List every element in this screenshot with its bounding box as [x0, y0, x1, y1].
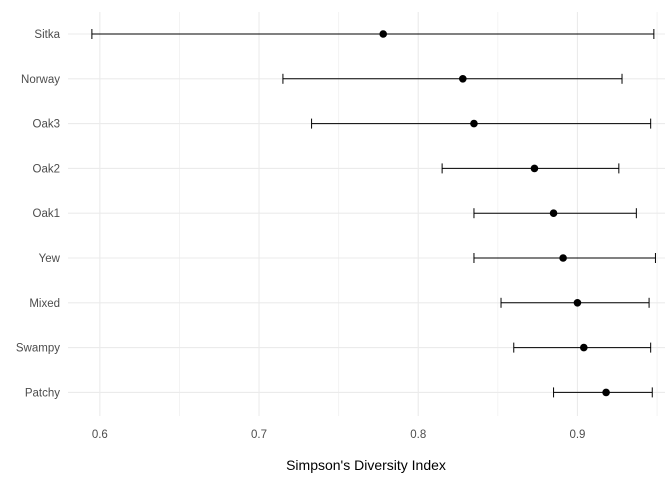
y-tick-label: Oak1 [33, 208, 61, 220]
data-point [459, 75, 467, 83]
y-tick-label: Oak3 [33, 119, 61, 131]
y-tick-label: Norway [21, 74, 60, 86]
data-point [470, 119, 478, 128]
data-point [549, 209, 558, 217]
y-tick-label: Swampy [16, 343, 60, 355]
data-point [530, 164, 539, 173]
x-tick-label: 0.6 [92, 429, 108, 441]
y-tick-labels: Sitka Norway Oak3 Oak2 Oak1 Yew Mixed Swampy Pat… [16, 29, 61, 399]
data-point [573, 299, 582, 307]
x-axis-title: Simpson's Diversity Index [286, 457, 446, 473]
data-point [602, 388, 610, 397]
x-tick-label: 0.9 [569, 429, 585, 441]
grid-layer [68, 12, 665, 416]
data-point [559, 254, 567, 262]
x-tick-label: 0.8 [410, 429, 426, 441]
y-tick-label: Patchy [25, 387, 60, 399]
data-point [580, 343, 588, 352]
x-tick-label: 0.7 [251, 429, 267, 441]
y-tick-label: Oak2 [33, 163, 61, 175]
x-tick-labels: 0.6 0.7 0.8 0.9 [92, 429, 586, 441]
y-tick-label: Mixed [29, 298, 60, 310]
data-point [379, 30, 388, 38]
y-tick-label: Sitka [34, 29, 60, 41]
points [379, 30, 610, 397]
y-tick-label: Yew [39, 253, 61, 265]
